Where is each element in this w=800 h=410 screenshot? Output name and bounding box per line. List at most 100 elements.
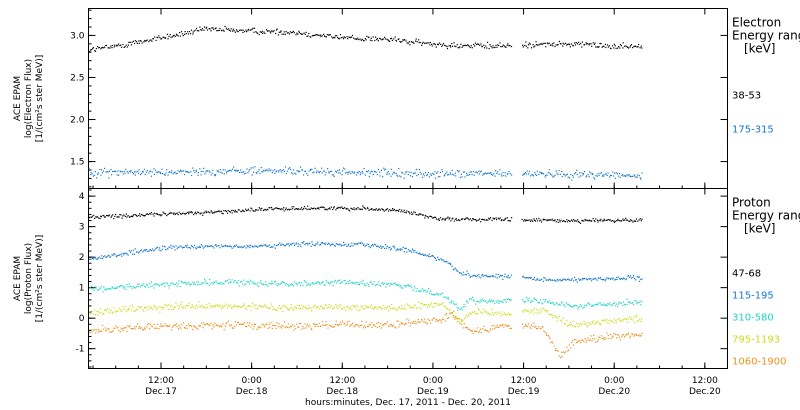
data-point bbox=[383, 282, 386, 284]
data-point bbox=[262, 306, 264, 308]
data-point bbox=[576, 322, 578, 324]
data-point bbox=[458, 170, 460, 172]
data-point bbox=[123, 214, 125, 216]
data-point bbox=[578, 278, 580, 280]
data-point bbox=[127, 44, 129, 46]
data-point bbox=[549, 279, 551, 281]
data-point bbox=[493, 275, 495, 277]
data-point bbox=[154, 284, 156, 286]
data-point bbox=[486, 41, 489, 43]
data-point bbox=[308, 208, 310, 210]
data-point bbox=[309, 284, 311, 286]
data-point bbox=[354, 209, 356, 211]
data-point bbox=[584, 323, 586, 325]
data-point bbox=[446, 298, 448, 300]
data-point bbox=[147, 250, 149, 252]
data-point bbox=[122, 286, 124, 288]
data-point bbox=[298, 326, 300, 328]
data-point bbox=[485, 300, 487, 302]
data-point bbox=[195, 27, 198, 29]
data-point bbox=[144, 249, 146, 251]
data-point bbox=[400, 248, 402, 250]
data-point bbox=[484, 311, 486, 313]
data-point bbox=[130, 328, 132, 330]
data-point bbox=[126, 216, 128, 218]
data-point bbox=[327, 243, 329, 245]
data-point bbox=[597, 304, 599, 306]
data-point bbox=[476, 219, 478, 221]
data-point bbox=[367, 326, 369, 328]
data-point bbox=[238, 171, 241, 174]
data-point bbox=[530, 324, 532, 326]
data-point bbox=[341, 207, 344, 209]
data-point bbox=[363, 39, 365, 42]
data-point bbox=[461, 274, 463, 276]
data-point bbox=[435, 216, 437, 218]
data-point bbox=[102, 314, 104, 316]
data-point bbox=[536, 279, 538, 281]
data-point bbox=[290, 306, 292, 309]
data-point bbox=[599, 337, 601, 339]
data-point bbox=[403, 209, 405, 211]
data-point bbox=[209, 305, 211, 307]
data-point bbox=[189, 211, 192, 213]
data-point bbox=[414, 172, 416, 174]
data-point bbox=[243, 210, 245, 213]
data-point bbox=[291, 172, 293, 174]
data-point bbox=[633, 335, 635, 337]
data-point bbox=[502, 44, 504, 46]
data-point bbox=[354, 325, 356, 327]
data-point bbox=[172, 283, 174, 285]
data-point bbox=[446, 308, 449, 310]
data-point bbox=[266, 283, 268, 286]
data-point bbox=[480, 221, 482, 223]
data-point bbox=[492, 45, 494, 47]
data-point bbox=[477, 313, 479, 315]
data-point bbox=[162, 211, 164, 213]
data-point bbox=[387, 321, 389, 323]
data-point bbox=[130, 169, 132, 172]
data-point bbox=[167, 38, 169, 40]
data-point bbox=[155, 213, 157, 215]
data-point bbox=[412, 320, 414, 322]
data-point bbox=[275, 283, 277, 285]
data-point bbox=[618, 301, 620, 303]
data-point bbox=[126, 46, 128, 48]
data-point bbox=[249, 169, 251, 171]
data-point bbox=[305, 170, 307, 172]
data-point bbox=[483, 173, 485, 175]
data-point bbox=[487, 172, 489, 174]
data-point bbox=[451, 302, 453, 304]
data-point bbox=[605, 278, 607, 280]
data-point bbox=[258, 169, 260, 171]
data-point bbox=[333, 325, 336, 327]
data-point bbox=[522, 174, 524, 176]
data-point bbox=[102, 328, 104, 330]
data-point bbox=[121, 46, 123, 48]
data-point bbox=[316, 243, 318, 245]
data-point bbox=[492, 300, 495, 302]
data-point bbox=[620, 278, 622, 280]
data-point bbox=[352, 208, 354, 210]
data-point bbox=[103, 309, 106, 311]
data-point bbox=[385, 247, 387, 249]
data-point bbox=[549, 313, 551, 316]
data-point bbox=[401, 40, 403, 43]
data-point bbox=[440, 320, 442, 322]
data-point bbox=[275, 325, 277, 327]
data-point bbox=[448, 45, 450, 47]
data-point bbox=[418, 321, 420, 323]
data-point bbox=[332, 281, 334, 283]
data-point bbox=[110, 216, 112, 218]
data-point bbox=[400, 308, 402, 310]
data-point bbox=[237, 209, 239, 211]
data-point bbox=[179, 32, 181, 34]
data-point bbox=[496, 219, 498, 221]
data-point bbox=[431, 293, 433, 296]
data-point bbox=[185, 245, 187, 247]
data-point bbox=[93, 214, 95, 216]
data-point bbox=[162, 36, 164, 38]
data-point bbox=[592, 305, 594, 307]
data-point bbox=[383, 169, 385, 171]
data-point bbox=[545, 46, 547, 48]
